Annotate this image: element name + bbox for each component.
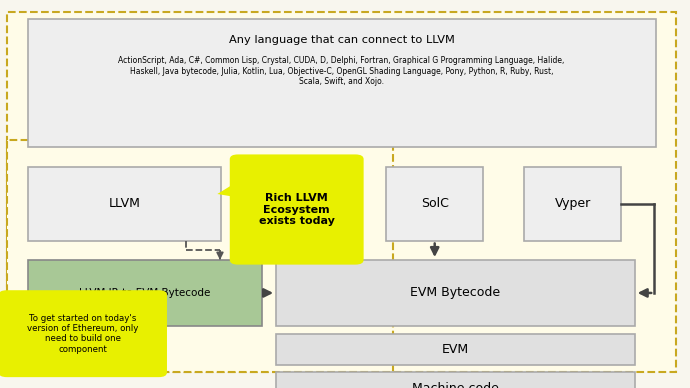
Text: Vyper: Vyper xyxy=(555,197,591,210)
Bar xyxy=(524,167,621,241)
Polygon shape xyxy=(217,181,238,197)
Text: SolC: SolC xyxy=(421,197,448,210)
Text: To get started on today's
version of Ethereum, only
need to build one
component: To get started on today's version of Eth… xyxy=(27,314,139,354)
Text: Machine code: Machine code xyxy=(412,381,499,388)
Bar xyxy=(276,260,635,326)
Bar xyxy=(28,167,221,241)
Bar xyxy=(276,372,635,388)
Bar xyxy=(28,260,262,326)
Polygon shape xyxy=(75,293,106,295)
Bar xyxy=(7,140,393,372)
Text: EVM Bytecode: EVM Bytecode xyxy=(411,286,500,300)
Bar xyxy=(28,19,656,147)
FancyBboxPatch shape xyxy=(230,154,364,265)
FancyBboxPatch shape xyxy=(0,290,167,377)
Text: Rich LLVM
Ecosystem
exists today: Rich LLVM Ecosystem exists today xyxy=(259,193,335,226)
Bar xyxy=(276,334,635,365)
Text: EVM: EVM xyxy=(442,343,469,356)
Text: ActionScript, Ada, C#, Common Lisp, Crystal, CUDA, D, Delphi, Fortran, Graphical: ActionScript, Ada, C#, Common Lisp, Crys… xyxy=(119,56,564,86)
Text: Any language that can connect to LLVM: Any language that can connect to LLVM xyxy=(228,35,455,45)
Text: LLVM: LLVM xyxy=(108,197,140,210)
Bar xyxy=(386,167,483,241)
Text: LLVM IR to EVM Bytecode: LLVM IR to EVM Bytecode xyxy=(79,288,210,298)
